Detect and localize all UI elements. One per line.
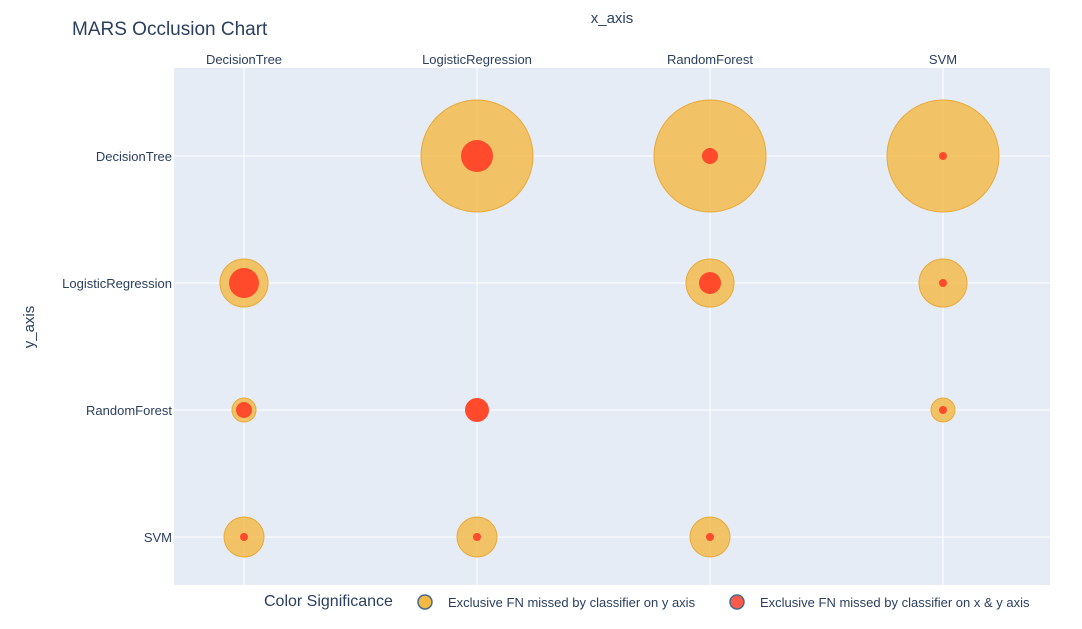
y-tick-label-logisticregression: LogisticRegression xyxy=(62,276,172,291)
bubble-x-and-y-axis-svm-logisticregression xyxy=(939,279,947,287)
y-tick-label-decisiontree: DecisionTree xyxy=(96,149,172,164)
legend-label-x-and-y-axis: Exclusive FN missed by classifier on x &… xyxy=(760,595,1030,610)
bubble-x-and-y-axis-randomforest-svm xyxy=(706,533,714,541)
legend-label-y-axis: Exclusive FN missed by classifier on y a… xyxy=(448,595,696,610)
bubble-x-and-y-axis-logisticregression-svm xyxy=(473,533,481,541)
x-axis-title: x_axis xyxy=(591,10,634,27)
bubble-x-and-y-axis-decisiontree-randomforest xyxy=(236,402,252,418)
chart-title: MARS Occlusion Chart xyxy=(72,19,268,40)
bubble-x-and-y-axis-randomforest-logisticregression xyxy=(699,272,721,294)
y-tick-label-randomforest: RandomForest xyxy=(86,403,172,418)
bubble-x-and-y-axis-svm-randomforest xyxy=(939,406,947,414)
bubble-x-and-y-axis-logisticregression-decisiontree xyxy=(461,140,493,172)
x-tick-label-decisiontree: DecisionTree xyxy=(206,52,282,67)
legend-title: Color Significance xyxy=(264,593,393,610)
x-tick-label-svm: SVM xyxy=(929,52,957,67)
bubble-x-and-y-axis-decisiontree-svm xyxy=(240,533,248,541)
tick-labels: DecisionTree LogisticRegression RandomFore… xyxy=(62,52,957,545)
y-tick-label-svm: SVM xyxy=(144,530,172,545)
legend-swatch-y-axis xyxy=(417,594,433,610)
x-tick-label-logisticregression: LogisticRegression xyxy=(422,52,532,67)
bubble-x-and-y-axis-logisticregression-randomforest xyxy=(465,398,489,422)
bubble-x-and-y-axis-decisiontree-logisticregression xyxy=(229,268,259,298)
x-tick-label-randomforest: RandomForest xyxy=(667,52,753,67)
bubble-x-and-y-axis-svm-decisiontree xyxy=(939,152,947,160)
bubble-marks xyxy=(219,99,1000,558)
legend-swatch-x-and-y-axis xyxy=(729,594,745,610)
y-axis-title: y_axis xyxy=(21,306,38,349)
bubble-x-and-y-axis-randomforest-decisiontree xyxy=(702,148,718,164)
legend: Color Significance Exclusive FN missed b… xyxy=(264,593,1030,610)
